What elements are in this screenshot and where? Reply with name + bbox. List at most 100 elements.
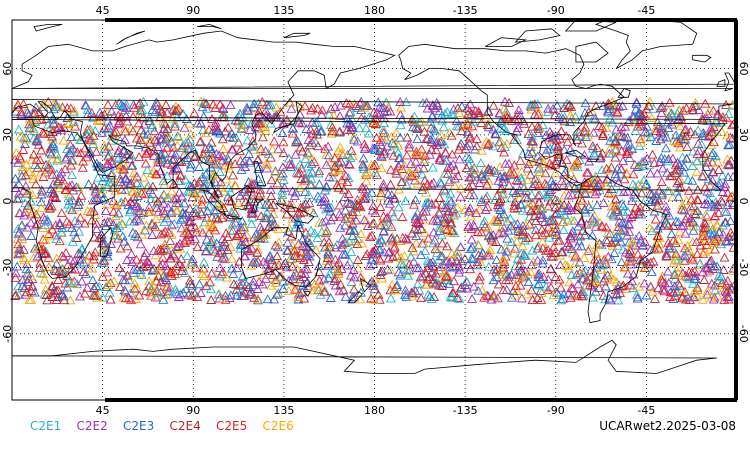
observation-marker <box>591 248 602 258</box>
observation-marker <box>236 239 246 249</box>
observation-marker <box>219 242 230 252</box>
observation-marker <box>634 281 645 291</box>
observation-marker <box>647 149 658 159</box>
observation-marker <box>636 180 647 190</box>
observation-marker <box>600 254 611 264</box>
observation-marker <box>20 206 31 216</box>
observation-marker <box>589 173 600 182</box>
observation-marker <box>441 271 451 281</box>
observation-marker <box>602 227 613 237</box>
observation-marker <box>306 225 317 235</box>
observation-marker <box>319 199 330 209</box>
observation-marker <box>520 251 531 260</box>
lon-tick-label-bottom: -90 <box>547 404 565 417</box>
observation-marker <box>203 241 213 251</box>
coast-novaya-zemlya <box>116 30 146 45</box>
observation-marker <box>249 292 260 302</box>
observation-marker <box>596 264 607 274</box>
observation-marker <box>43 252 54 262</box>
observation-marker <box>253 295 263 305</box>
observation-marker <box>58 175 69 185</box>
observation-marker <box>410 156 421 166</box>
observation-marker <box>345 216 355 226</box>
observation-marker <box>708 121 719 131</box>
observation-marker <box>252 244 263 254</box>
observation-marker <box>58 291 69 301</box>
observation-marker <box>129 102 140 112</box>
observation-marker <box>82 104 93 114</box>
observation-marker <box>720 217 730 227</box>
observation-marker <box>330 101 340 111</box>
observation-marker <box>330 273 340 283</box>
observation-marker <box>73 200 84 209</box>
observation-marker <box>264 100 275 110</box>
observation-marker <box>344 256 355 266</box>
observation-marker <box>41 289 52 299</box>
observation-marker <box>460 121 471 131</box>
observation-marker <box>218 293 229 303</box>
observation-marker <box>158 124 169 134</box>
observation-marker <box>579 150 590 160</box>
observation-marker <box>665 292 675 301</box>
observation-marker <box>693 125 703 135</box>
observation-marker <box>165 253 176 263</box>
observation-marker <box>378 179 389 189</box>
observation-marker <box>182 153 193 162</box>
observation-marker <box>200 128 211 138</box>
observation-marker <box>278 276 289 286</box>
observation-marker <box>474 108 484 118</box>
observation-marker <box>252 293 263 303</box>
observation-marker <box>667 192 678 202</box>
coast-severnaya <box>197 23 222 30</box>
observation-marker <box>533 241 544 251</box>
observation-marker <box>13 124 24 134</box>
observation-marker <box>106 106 117 116</box>
coast-baffin <box>575 41 609 63</box>
observation-marker <box>19 255 30 265</box>
observation-marker <box>404 168 415 178</box>
observation-marker <box>680 294 691 304</box>
observation-marker <box>362 166 373 176</box>
observation-marker <box>589 274 599 284</box>
observation-marker <box>722 159 733 169</box>
observation-marker <box>80 100 91 110</box>
observation-marker <box>254 276 264 286</box>
observation-marker <box>659 213 670 223</box>
observation-marker <box>82 282 93 292</box>
observation-marker <box>261 213 272 223</box>
observation-marker <box>104 120 115 130</box>
observation-marker <box>716 195 727 205</box>
observation-marker <box>382 141 393 151</box>
observation-marker <box>623 218 634 228</box>
observation-marker <box>44 203 55 213</box>
observation-marker <box>451 115 462 125</box>
observation-marker <box>287 199 298 209</box>
observation-marker <box>228 268 239 278</box>
observation-marker <box>383 188 394 198</box>
observation-marker <box>301 124 312 133</box>
observation-marker <box>34 262 45 272</box>
observation-marker <box>29 287 40 297</box>
lat-tick-label-left: -30 <box>1 258 14 276</box>
observation-marker <box>111 199 122 209</box>
observation-marker <box>172 205 183 215</box>
observation-marker <box>411 148 422 158</box>
observation-marker <box>461 141 472 151</box>
observation-marker <box>13 193 24 203</box>
observation-marker <box>464 133 475 143</box>
observation-marker <box>402 132 413 142</box>
observation-marker <box>24 167 35 177</box>
observation-marker <box>508 286 519 296</box>
observation-marker <box>655 134 666 144</box>
observation-marker <box>580 188 591 198</box>
observation-marker <box>517 241 528 251</box>
coast-victoria-island <box>485 37 528 47</box>
observation-marker <box>648 103 659 113</box>
observation-marker <box>657 271 668 281</box>
observation-marker <box>247 136 258 146</box>
observation-marker <box>176 223 187 233</box>
observation-marker <box>628 169 639 179</box>
observation-marker <box>260 125 271 135</box>
observation-marker <box>301 241 312 251</box>
observation-marker <box>610 232 621 242</box>
